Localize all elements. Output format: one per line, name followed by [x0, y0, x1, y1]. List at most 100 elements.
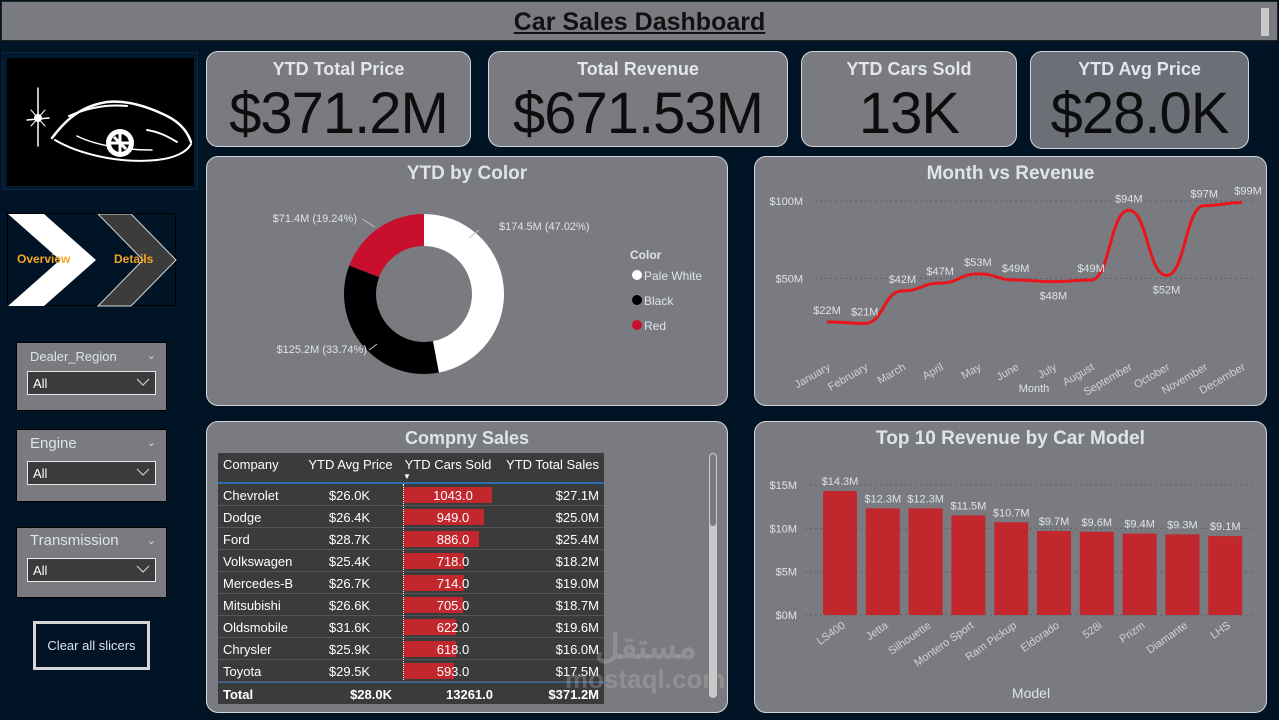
donut-slice-black[interactable]	[343, 265, 439, 374]
table-row[interactable]: Dodge $26.4K 949.0 $25.0M	[218, 506, 604, 528]
table-scrollbar[interactable]	[709, 453, 717, 698]
cell-company: Ford	[223, 532, 250, 547]
table-row[interactable]: Mitsubishi $26.6K 705.0 $18.7M	[218, 594, 604, 616]
bar-ram-pickup[interactable]	[994, 522, 1029, 615]
table-header-row: Company YTD Avg Price YTD Cars Sold ▼ YT…	[218, 453, 604, 484]
column-header-avg-price[interactable]: YTD Avg Price	[308, 457, 393, 472]
column-header-cars-sold[interactable]: YTD Cars Sold	[404, 457, 492, 472]
total-sales: $371.2M	[548, 687, 599, 702]
legend-marker	[632, 295, 642, 305]
legend-item[interactable]: Pale White	[644, 269, 702, 283]
cell-total-sales: $19.6M	[555, 620, 599, 635]
bar-silhouette[interactable]	[908, 508, 943, 615]
table-row[interactable]: Ford $28.7K 886.0 $25.4M	[218, 528, 604, 550]
total-label: Total	[223, 687, 254, 702]
table-row[interactable]: Volkswagen $25.4K 718.0 $18.2M	[218, 550, 604, 572]
sort-descending-icon[interactable]: ▼	[403, 472, 411, 481]
x-tick-label: 528i	[1081, 620, 1105, 642]
y-tick-label: $0M	[776, 610, 797, 622]
bar-528i[interactable]	[1079, 531, 1114, 615]
cell-cars-sold: 718.0	[436, 554, 470, 569]
collapse-chevron-icon[interactable]: ⌄	[146, 535, 156, 547]
cars-sold-databar	[403, 641, 456, 657]
slicer-title: Dealer_Region	[30, 349, 117, 364]
bar-ls400[interactable]	[823, 491, 857, 615]
chart-title: Month vs Revenue	[926, 163, 1095, 184]
cell-company: Mitsubishi	[223, 598, 281, 613]
table-title: Compny Sales	[404, 428, 530, 448]
nav-overview-button[interactable]: Overview	[17, 252, 71, 266]
company-sales-panel: Compny Sales Company YTD Avg Price YTD C…	[206, 421, 728, 713]
cell-company: Toyota	[223, 664, 262, 679]
legend-item[interactable]: Black	[644, 294, 674, 308]
transmission-dropdown[interactable]: All	[27, 558, 156, 582]
total-cars-sold: 13261.0	[446, 687, 493, 702]
chevron-down-icon	[136, 375, 150, 392]
column-header-total-sales[interactable]: YTD Total Sales	[506, 457, 599, 472]
engine-dropdown[interactable]: All	[27, 461, 156, 485]
cell-total-sales: $27.1M	[555, 488, 599, 503]
bar-montero-sport[interactable]	[951, 515, 986, 615]
column-header-company[interactable]: Company	[223, 457, 279, 472]
table-row[interactable]: Chrysler $25.9K 618.0 $16.0M	[218, 638, 604, 660]
y-tick-label: $5M	[776, 567, 797, 579]
line-chart: $50M $100M $22M $21M $42M $47M $53M $49M $48M $49…	[769, 186, 1261, 399]
kpi-card-total-revenue: Total Revenue $671.53M	[488, 51, 788, 147]
dealer-region-dropdown[interactable]: All	[27, 371, 156, 395]
cell-total-sales: $18.7M	[555, 598, 599, 613]
revenue-line[interactable]	[826, 201, 1243, 325]
ytd-by-color-panel: YTD by Color $174.5M (47.02%) $125.2M (33…	[206, 156, 728, 406]
cars-sold-databar	[403, 663, 454, 679]
data-label: $49M	[1002, 263, 1030, 275]
month-vs-revenue-panel: Month vs Revenue $50M $100M $22M $21M $42M $4…	[754, 156, 1267, 406]
data-label: $22M	[813, 305, 841, 317]
kpi-card-ytd-cars-sold: YTD Cars Sold 13K	[801, 51, 1017, 147]
kpi-card-ytd-avg-price: YTD Avg Price $28.0K	[1030, 51, 1249, 149]
dashboard-header: Car Sales Dashboard	[1, 1, 1278, 41]
data-label: $53M	[964, 257, 992, 269]
table-row[interactable]: Mercedes-B $26.7K 714.0 $19.0M	[218, 572, 604, 594]
x-tick-label: April	[921, 361, 946, 382]
y-tick-label: $10M	[769, 523, 797, 535]
x-axis-title: Model	[1012, 685, 1050, 701]
kpi-title: YTD Total Price	[272, 59, 405, 79]
table-row[interactable]: Oldsmobile $31.6K 622.0 $19.6M	[218, 616, 604, 638]
cell-avg-price: $26.0K	[328, 488, 371, 503]
x-tick-label: June	[994, 361, 1021, 383]
leader-line	[368, 343, 378, 351]
header-resize-handle[interactable]	[1261, 8, 1269, 36]
collapse-chevron-icon[interactable]: ⌄	[146, 350, 156, 362]
slicer-transmission: Transmission ⌄ All	[16, 527, 167, 598]
cell-total-sales: $18.2M	[555, 554, 599, 569]
bar-jetta[interactable]	[865, 508, 900, 615]
donut-slice-pale-white[interactable]	[424, 214, 505, 373]
clear-all-slicers-button[interactable]: Clear all slicers	[33, 621, 150, 670]
slicer-dealer-region: Dealer_Region ⌄ All	[16, 342, 167, 411]
bar-diamante[interactable]	[1165, 534, 1200, 615]
bar-lhs[interactable]	[1208, 536, 1243, 615]
nav-details-button[interactable]: Details	[114, 252, 154, 266]
donut-slice-red[interactable]	[349, 214, 424, 278]
slicer-title: Transmission	[30, 532, 119, 549]
cell-avg-price: $28.7K	[328, 532, 371, 547]
cell-company: Mercedes-B	[223, 576, 294, 591]
bar-prizm[interactable]	[1122, 533, 1157, 615]
cell-cars-sold: 618.0	[436, 642, 470, 657]
cell-avg-price: $26.6K	[328, 598, 371, 613]
cell-avg-price: $26.7K	[328, 576, 371, 591]
data-label: $47M	[926, 266, 954, 278]
leader-line	[468, 229, 480, 239]
table-row[interactable]: Chevrolet $26.0K 1043.0 $27.1M	[218, 484, 604, 506]
company-sales-table: Company YTD Avg Price YTD Cars Sold ▼ YT…	[218, 453, 604, 704]
collapse-chevron-icon[interactable]: ⌄	[146, 437, 156, 449]
bar-eldorado[interactable]	[1037, 530, 1071, 615]
x-axis-title: Month	[1019, 383, 1050, 395]
chart-title: Top 10 Revenue by Car Model	[876, 428, 1145, 449]
legend-item[interactable]: Red	[644, 319, 666, 333]
table-row[interactable]: Toyota $29.5K 593.0 $17.5M	[218, 660, 604, 682]
page-title: Car Sales Dashboard	[513, 8, 766, 36]
cell-total-sales: $25.4M	[555, 532, 599, 547]
scrollbar-thumb[interactable]	[710, 454, 716, 526]
slice-data-label: $174.5M (47.02%)	[499, 221, 590, 233]
bar-data-label: $14.3M	[822, 476, 859, 488]
